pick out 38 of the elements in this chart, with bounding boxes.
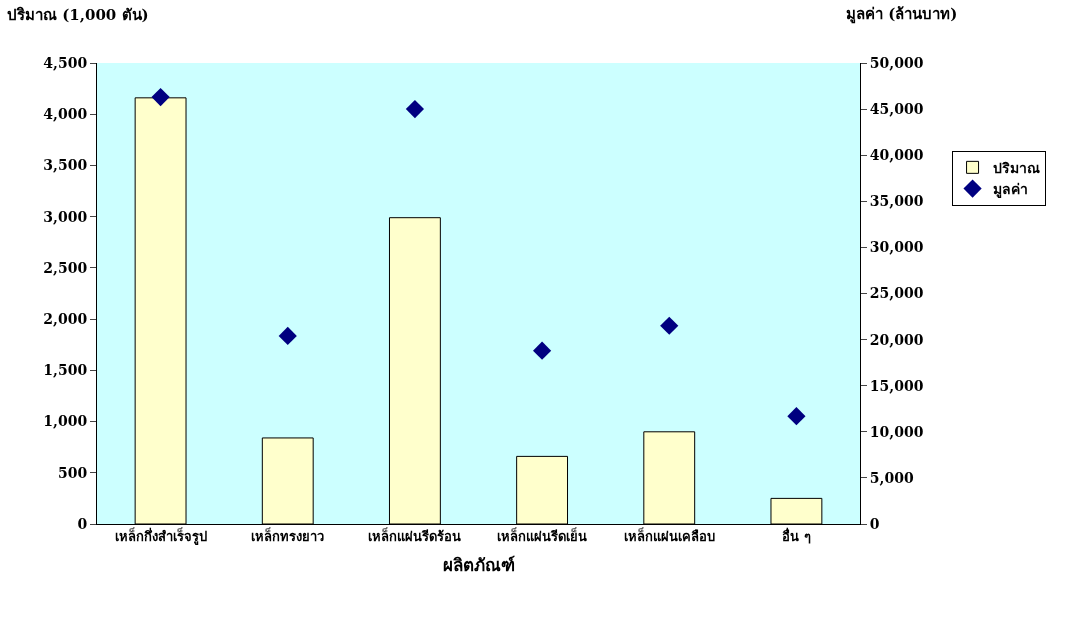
y-tick-label: 2,000	[43, 311, 88, 328]
x-axis-title: ผลิตภัณฑ์	[442, 555, 515, 575]
point	[787, 407, 806, 426]
y-tick-label: 500	[57, 464, 88, 481]
x-tick-label: เหล็กทรงยาว	[251, 526, 325, 544]
legend-label: มูลค่า	[992, 181, 1028, 199]
y-tick-label: 4,000	[43, 106, 88, 123]
x-tick-label: เหล็กแผ่นรีดเย็น	[497, 526, 588, 544]
y2-tick-label: 30,000	[869, 239, 924, 256]
x-tick-label: เหล็กแผ่นรีดร้อน	[368, 526, 462, 544]
y2-tick-label: 50,000	[869, 54, 924, 71]
y2-tick-label: 35,000	[869, 193, 924, 210]
y-axis-title: ปริมาณ (1,000 ตัน)	[7, 6, 149, 24]
y2-tick-label: 15,000	[869, 377, 924, 394]
y2-tick-label: 5,000	[869, 469, 914, 486]
y2-tick-label: 20,000	[869, 331, 924, 348]
x-tick-label: เหล็กกึ่งสำเร็จรูป	[114, 526, 207, 545]
y2-tick-label: 45,000	[869, 101, 924, 117]
y-tick-label: 3,000	[43, 208, 88, 225]
point	[405, 100, 425, 119]
y-tick-label: 4,500	[43, 54, 88, 71]
point	[660, 316, 679, 335]
x-tick-label: อื่น ๆ	[782, 526, 811, 544]
y2-tick-label: 10,000	[869, 423, 924, 440]
y2-axis-title: มูลค่า (ล้านบาท)	[846, 5, 958, 24]
legend-label: ปริมาณ	[992, 159, 1040, 176]
y-tick-label: 1,000	[43, 413, 88, 430]
point	[151, 88, 170, 107]
y2-tick-label: 0	[869, 515, 880, 532]
y2-tick-label: 25,000	[869, 285, 924, 302]
point	[278, 326, 297, 346]
y-tick-label: 1,500	[43, 362, 88, 379]
point	[532, 341, 552, 360]
y-tick-label: 3,500	[43, 157, 88, 174]
y-tick-label: 0	[77, 515, 88, 532]
x-tick-label: เหล็กแผ่นเคลือบ	[623, 526, 715, 544]
y-tick-label: 2,500	[43, 259, 88, 276]
y2-tick-label: 40,000	[869, 147, 924, 164]
